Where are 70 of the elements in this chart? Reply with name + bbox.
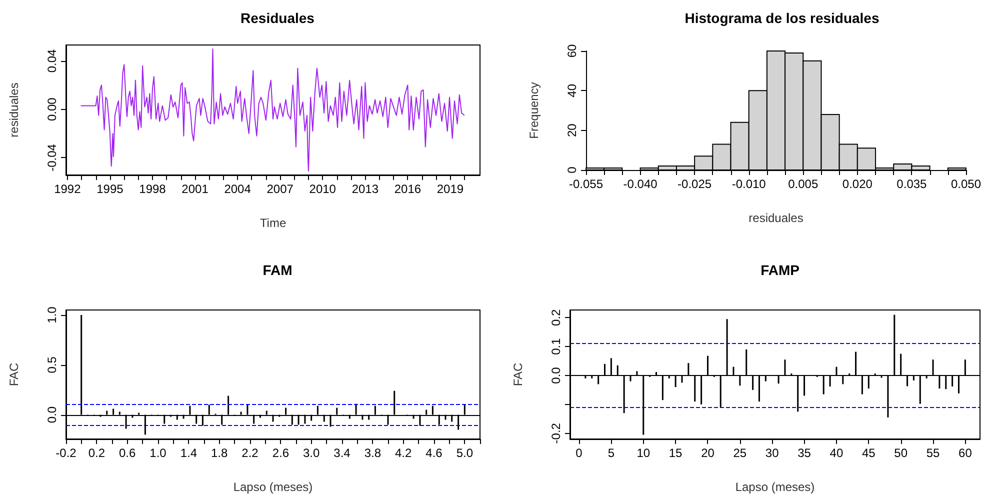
y-tick-label: 0.04 — [45, 48, 59, 73]
chart-title: FAMP — [760, 262, 800, 278]
x-axis-title: residuales — [748, 211, 804, 225]
x-tick-label: -0.2 — [56, 446, 77, 460]
x-tick-label: 50 — [894, 446, 908, 460]
x-tick-label: 10 — [636, 446, 650, 460]
x-tick-label: 2013 — [352, 182, 379, 196]
x-tick-label: 3.8 — [364, 446, 382, 460]
y-tick-label: -0.04 — [45, 144, 59, 172]
x-tick-label: 0.020 — [842, 177, 873, 191]
y-tick-label: 0.0 — [45, 406, 59, 424]
y-tick-label: 0.1 — [549, 338, 563, 355]
x-tick-label: 60 — [958, 446, 972, 460]
x-tick-label: 2004 — [224, 182, 252, 196]
x-tick-label: 1995 — [96, 182, 124, 196]
chart-title: Histograma de los residuales — [684, 10, 880, 26]
x-tick-label: 0.2 — [88, 446, 106, 460]
y-axis-title: FAC — [7, 362, 21, 386]
y-tick-label: 0.00 — [45, 97, 59, 122]
x-axis-title: Lapso (meses) — [233, 480, 313, 494]
x-tick-label: 45 — [862, 446, 876, 460]
x-tick-label: 40 — [830, 446, 844, 460]
x-tick-label: -0.040 — [623, 177, 658, 191]
x-tick-label: 2019 — [436, 182, 464, 196]
chart-title: FAM — [262, 262, 292, 278]
x-tick-label: 2001 — [182, 182, 209, 196]
x-tick-label: 25 — [733, 446, 747, 460]
x-tick-label: -0.025 — [678, 177, 712, 191]
x-tick-label: 5.0 — [456, 446, 474, 460]
x-tick-label: 2.2 — [242, 446, 259, 460]
x-tick-label: 3.0 — [302, 446, 320, 460]
x-tick-label: 0.6 — [118, 446, 136, 460]
x-tick-label: 1998 — [139, 182, 166, 196]
y-tick-label: -0.2 — [549, 422, 563, 444]
y-tick-label: 0.0 — [549, 366, 563, 384]
y-axis-title: FAC — [511, 362, 525, 386]
chart-title: Residuales — [240, 10, 315, 26]
x-axis-title: Time — [260, 216, 286, 230]
x-tick-label: 15 — [668, 446, 683, 460]
y-tick-label: 1.0 — [45, 306, 59, 324]
x-tick-label: 55 — [926, 446, 940, 460]
x-tick-label: 4.2 — [394, 446, 412, 460]
x-tick-label: -0.010 — [732, 177, 766, 191]
x-tick-label: 0.005 — [788, 177, 818, 191]
x-tick-label: 2.6 — [272, 446, 290, 460]
x-tick-label: 1.4 — [180, 446, 198, 460]
x-tick-label: 2010 — [309, 182, 336, 196]
y-tick-label: 60 — [565, 44, 579, 58]
x-tick-label: 0.035 — [896, 177, 928, 191]
x-tick-label: 2016 — [394, 182, 422, 196]
y-tick-label: 0.5 — [45, 356, 59, 374]
x-tick-label: 35 — [798, 446, 812, 460]
x-tick-label: 5 — [608, 446, 615, 460]
x-tick-label: -0.055 — [568, 177, 604, 191]
y-tick-label: 20 — [565, 123, 579, 138]
x-tick-label: 20 — [701, 446, 715, 460]
x-tick-label: 3.4 — [334, 446, 351, 460]
y-tick-label: 40 — [565, 84, 579, 98]
x-axis-title: Lapso (meses) — [735, 480, 815, 494]
x-tick-label: 30 — [765, 446, 780, 460]
x-tick-label: 1.8 — [210, 446, 228, 460]
y-tick-label: 0.2 — [549, 308, 563, 326]
y-tick-label: 0 — [565, 166, 579, 174]
x-tick-label: 2007 — [266, 182, 294, 196]
x-tick-label: 1.0 — [150, 446, 167, 460]
x-tick-label: 1992 — [54, 182, 82, 196]
x-tick-label: 0.050 — [950, 177, 982, 191]
x-tick-label: 4.6 — [426, 446, 443, 460]
y-axis-title: Frequency — [527, 82, 541, 139]
y-axis-title: residuales — [7, 82, 21, 138]
